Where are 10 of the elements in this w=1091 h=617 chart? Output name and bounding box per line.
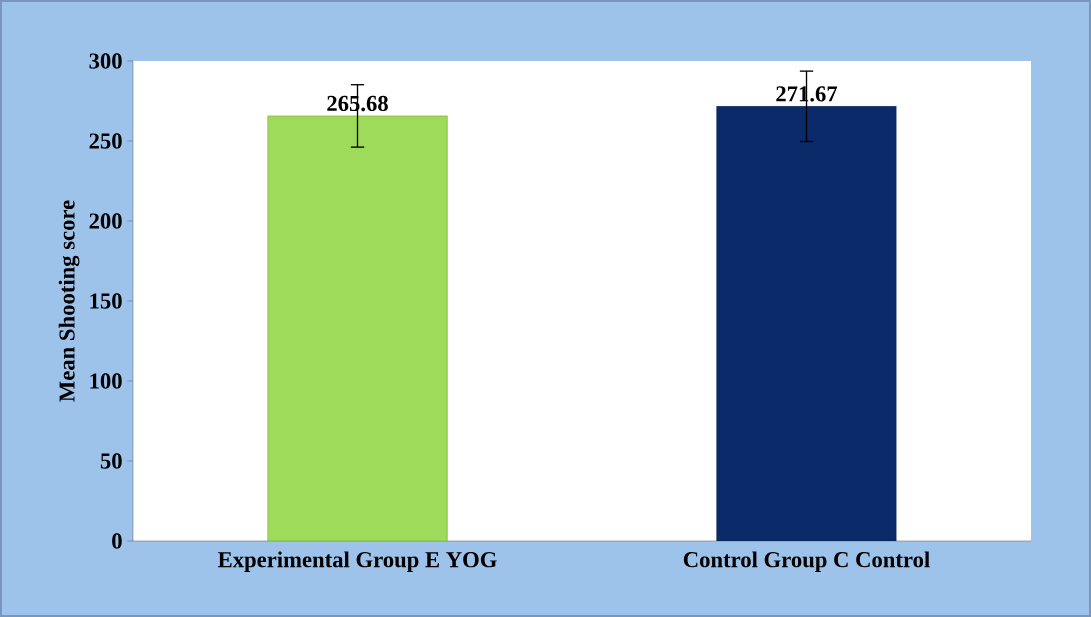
y-tick-label: 200 <box>89 213 122 229</box>
x-tick-label: Experimental Group E YOG <box>218 551 497 572</box>
y-tick-label: 250 <box>89 133 122 149</box>
y-tick-label: 50 <box>100 453 122 469</box>
y-tick-label: 0 <box>112 533 122 549</box>
y-tick-label: 150 <box>90 293 122 309</box>
y-tick-label: 100 <box>90 373 122 389</box>
y-axis-title: Mean Shooting score <box>58 200 80 402</box>
y-tick-label: 300 <box>89 53 122 69</box>
x-tick-label: Control Group C Control <box>683 551 930 572</box>
